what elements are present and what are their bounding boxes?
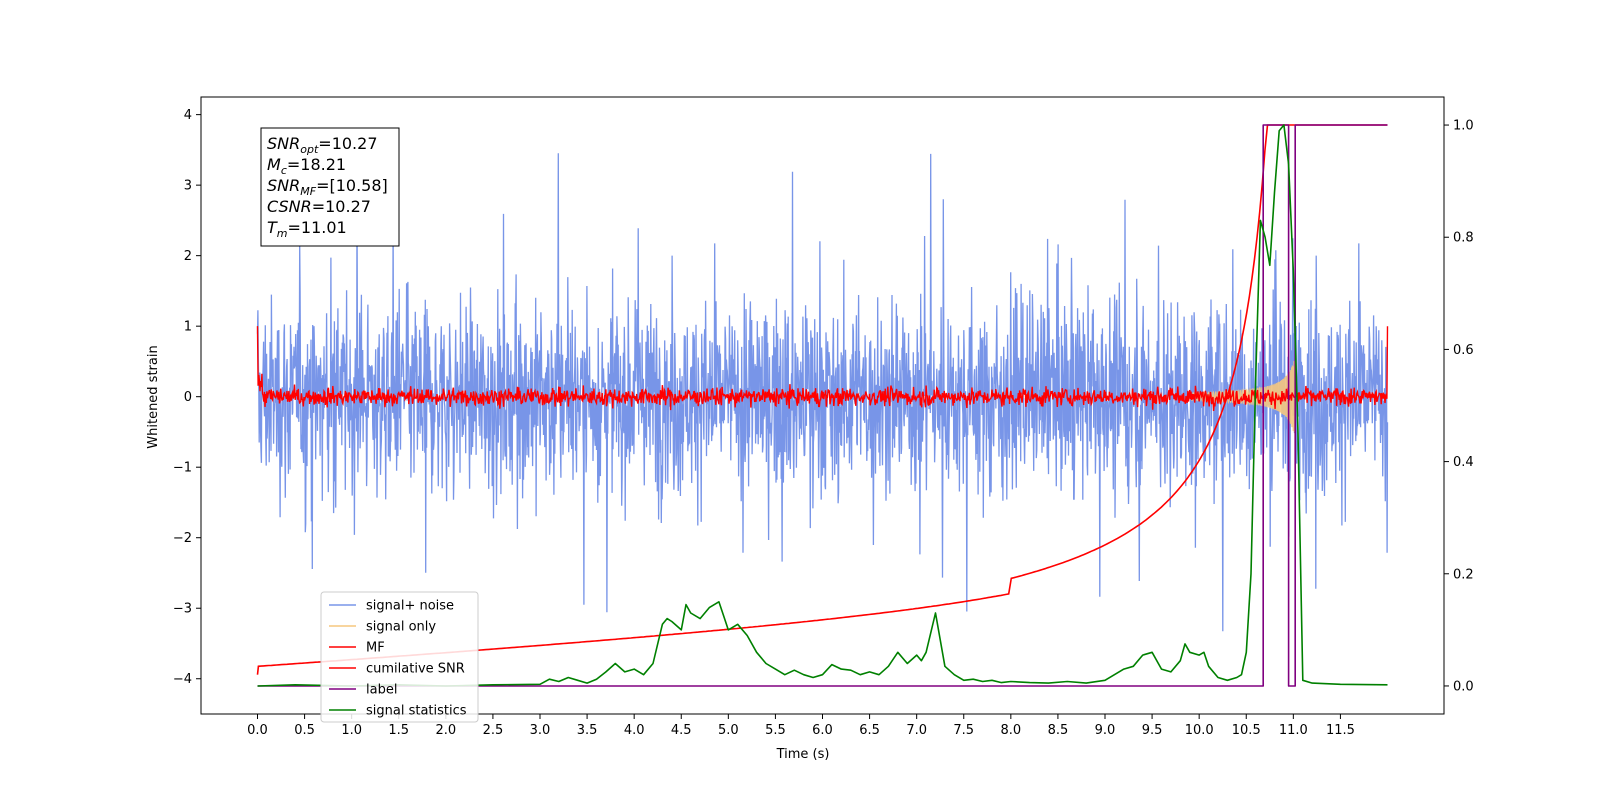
y-tick-label: 4 [184, 108, 192, 123]
info-box: SNRopt=10.27Mc=18.21SNRMF=[10.58]CSNR=10… [260, 127, 400, 247]
x-tick-label: 9.0 [1095, 723, 1116, 738]
legend-frame [320, 591, 479, 723]
x-tick-label: 7.5 [953, 723, 974, 738]
x-tick-label: 9.5 [1142, 723, 1163, 738]
y-tick-label: 2 [184, 249, 192, 264]
y-tick-label: −1 [173, 461, 192, 476]
y-tick-label: 1 [184, 320, 192, 335]
info-line: SNRopt=10.27 [267, 134, 378, 156]
info-line: CSNR=10.27 [267, 197, 371, 216]
y-tick-label: −4 [173, 672, 192, 687]
info-line: Tm=11.01 [267, 218, 347, 240]
x-tick-label: 3.5 [577, 723, 598, 738]
y2-tick-label: 0.2 [1453, 567, 1474, 582]
y2-tick-label: 0.4 [1453, 455, 1474, 470]
x-tick-label: 4.0 [624, 723, 645, 738]
legend-label: signal+ noise [366, 599, 454, 614]
x-tick-label: 5.5 [765, 723, 786, 738]
info-line: SNRMF=[10.58] [267, 176, 388, 198]
legend: signal+ noise signal only MF cumilative SNR… [320, 591, 479, 723]
x-tick-label: 6.0 [812, 723, 833, 738]
series-signal-noise [256, 153, 1389, 632]
y2-tick-label: 0.8 [1453, 231, 1474, 246]
x-tick-label: 10.0 [1185, 723, 1214, 738]
y-axis-right: 0.0 0.2 0.4 0.6 0.8 1.0 [1444, 119, 1474, 694]
x-tick-label: 2.0 [435, 723, 456, 738]
x-tick-label: 4.5 [671, 723, 692, 738]
y-axis-label: Whitened strain [146, 345, 161, 448]
y-tick-label: −3 [173, 602, 192, 617]
x-tick-label: 11.0 [1279, 723, 1308, 738]
x-axis-label: Time (s) [776, 747, 830, 762]
legend-label: cumilative SNR [366, 662, 465, 677]
series-mf [256, 326, 1389, 412]
x-tick-label: 0.5 [294, 723, 315, 738]
x-tick-label: 11.5 [1326, 723, 1355, 738]
legend-label: signal statistics [366, 704, 467, 719]
y2-tick-label: 0.0 [1453, 679, 1474, 694]
x-tick-label: 2.5 [483, 723, 504, 738]
y2-tick-label: 0.6 [1453, 343, 1474, 358]
x-tick-label: 1.0 [341, 723, 362, 738]
x-tick-label: 10.5 [1232, 723, 1261, 738]
y2-tick-label: 1.0 [1453, 119, 1474, 134]
info-box-frame [260, 127, 400, 247]
x-tick-label: 5.0 [718, 723, 739, 738]
x-tick-label: 8.5 [1048, 723, 1069, 738]
y-axis-left: 4 3 2 1 0 −1 −2 −3 −4 [173, 108, 201, 687]
x-axis: 0.0 0.5 1.0 1.5 2.0 2.5 3.0 3.5 4.0 4.5 5.0 5.5 6.0 6… [247, 714, 1355, 738]
info-line: Mc=18.21 [267, 155, 346, 177]
legend-label: MF [366, 641, 385, 656]
x-tick-label: 7.0 [906, 723, 927, 738]
y-tick-label: 3 [184, 179, 192, 194]
x-tick-label: 3.0 [530, 723, 551, 738]
x-tick-label: 8.0 [1000, 723, 1021, 738]
series-label [257, 124, 1388, 687]
y-tick-label: −2 [173, 531, 192, 546]
series-signal-statistics [257, 124, 1388, 687]
legend-label: signal only [366, 620, 436, 635]
x-tick-label: 1.5 [388, 723, 409, 738]
y-tick-label: 0 [184, 390, 192, 405]
x-tick-label: 6.5 [859, 723, 880, 738]
x-tick-label: 0.0 [247, 723, 268, 738]
legend-label: label [366, 683, 397, 698]
